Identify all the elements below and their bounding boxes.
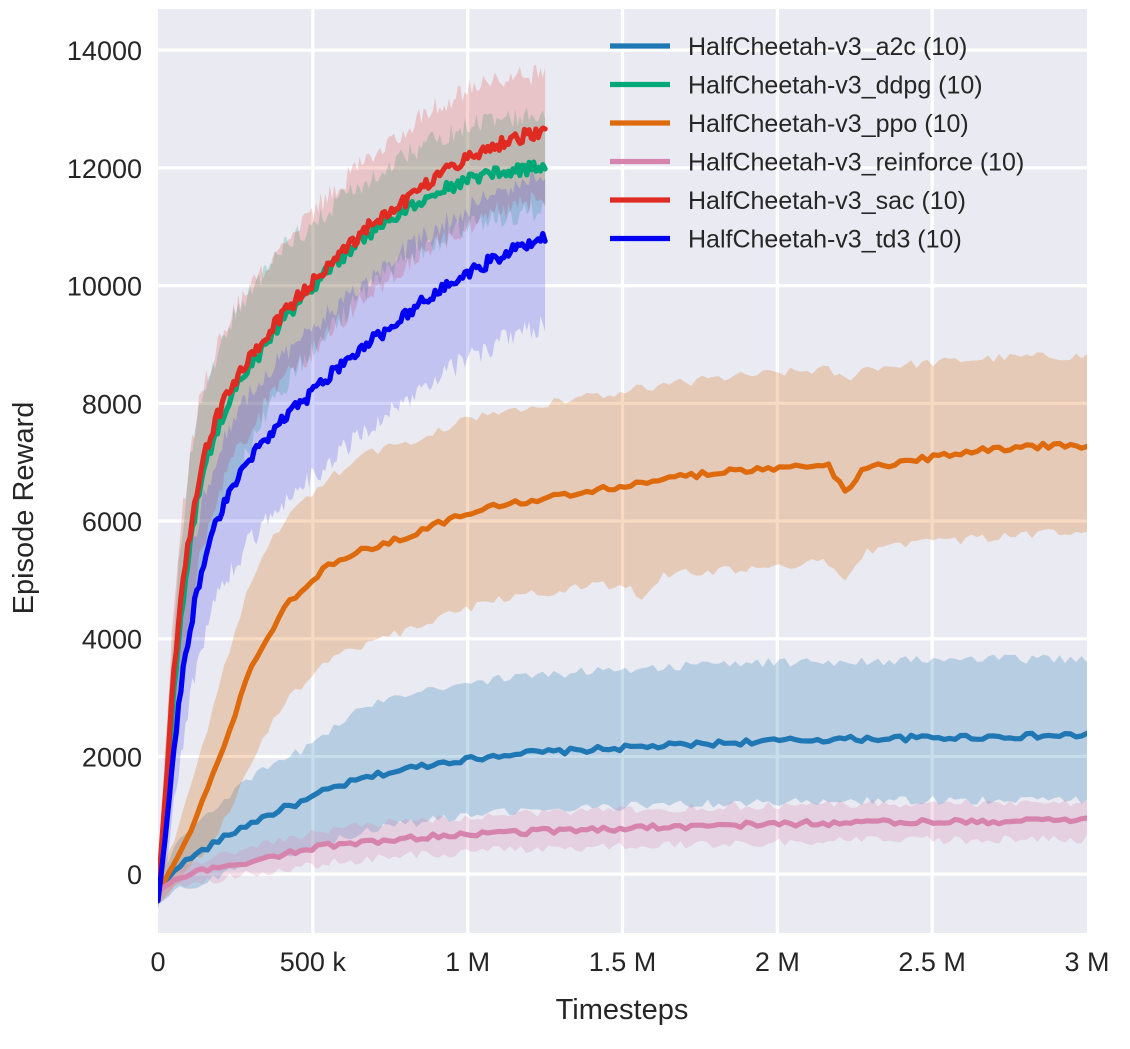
y-gridlines bbox=[158, 48, 1087, 876]
confidence-band bbox=[158, 654, 1087, 905]
y-tick-label: 2000 bbox=[82, 742, 142, 772]
series-line bbox=[158, 440, 1087, 895]
confidence-band bbox=[158, 799, 1087, 905]
confidence-band bbox=[158, 107, 546, 905]
confidence-bands bbox=[158, 64, 1087, 910]
confidence-band bbox=[158, 169, 546, 910]
x-axis-title: Timesteps bbox=[556, 994, 689, 1026]
confidence-band bbox=[158, 64, 546, 905]
y-tick-label: 4000 bbox=[82, 625, 142, 655]
y-tick-label: 0 bbox=[127, 860, 142, 890]
series-line bbox=[158, 231, 548, 904]
y-tick-label: 10000 bbox=[67, 272, 142, 302]
x-tick-label: 1.5 M bbox=[589, 947, 657, 977]
y-tick-label: 14000 bbox=[67, 36, 142, 66]
legend-label: HalfCheetah-v3_td3 (10) bbox=[688, 226, 962, 254]
x-tick-label: 1 M bbox=[445, 947, 490, 977]
series-line bbox=[158, 159, 548, 895]
legend-label: HalfCheetah-v3_reinforce (10) bbox=[688, 149, 1024, 177]
legend-label: HalfCheetah-v3_a2c (10) bbox=[688, 33, 967, 61]
series-line bbox=[158, 730, 1087, 895]
y-tick-label: 6000 bbox=[82, 507, 142, 537]
legend-label: HalfCheetah-v3_sac (10) bbox=[688, 187, 966, 215]
legend-label: HalfCheetah-v3_ddpg (10) bbox=[688, 72, 983, 100]
y-tick-label: 8000 bbox=[82, 389, 142, 419]
series-lines bbox=[158, 125, 1087, 904]
y-tick-label: 12000 bbox=[67, 154, 142, 184]
series-line bbox=[158, 125, 548, 895]
series-line bbox=[158, 815, 1087, 895]
x-tick-label: 0 bbox=[150, 947, 165, 977]
x-gridlines bbox=[311, 9, 934, 933]
x-tick-labels: 0 500 k 1 M 1.5 M 2 M 2.5 M 3 M bbox=[150, 947, 1109, 977]
y-tick-labels: 0 2000 4000 6000 8000 10000 12000 14000 bbox=[67, 36, 142, 890]
legend-label: HalfCheetah-v3_ppo (10) bbox=[688, 110, 969, 138]
confidence-band bbox=[158, 352, 1087, 905]
x-tick-label: 2 M bbox=[755, 947, 800, 977]
x-tick-label: 500 k bbox=[280, 947, 347, 977]
x-tick-label: 2.5 M bbox=[898, 947, 966, 977]
y-axis-title: Episode Reward bbox=[8, 402, 40, 615]
x-tick-label: 3 M bbox=[1064, 947, 1109, 977]
chart-legend: HalfCheetah-v3_a2c (10) HalfCheetah-v3_dd… bbox=[610, 33, 1024, 254]
